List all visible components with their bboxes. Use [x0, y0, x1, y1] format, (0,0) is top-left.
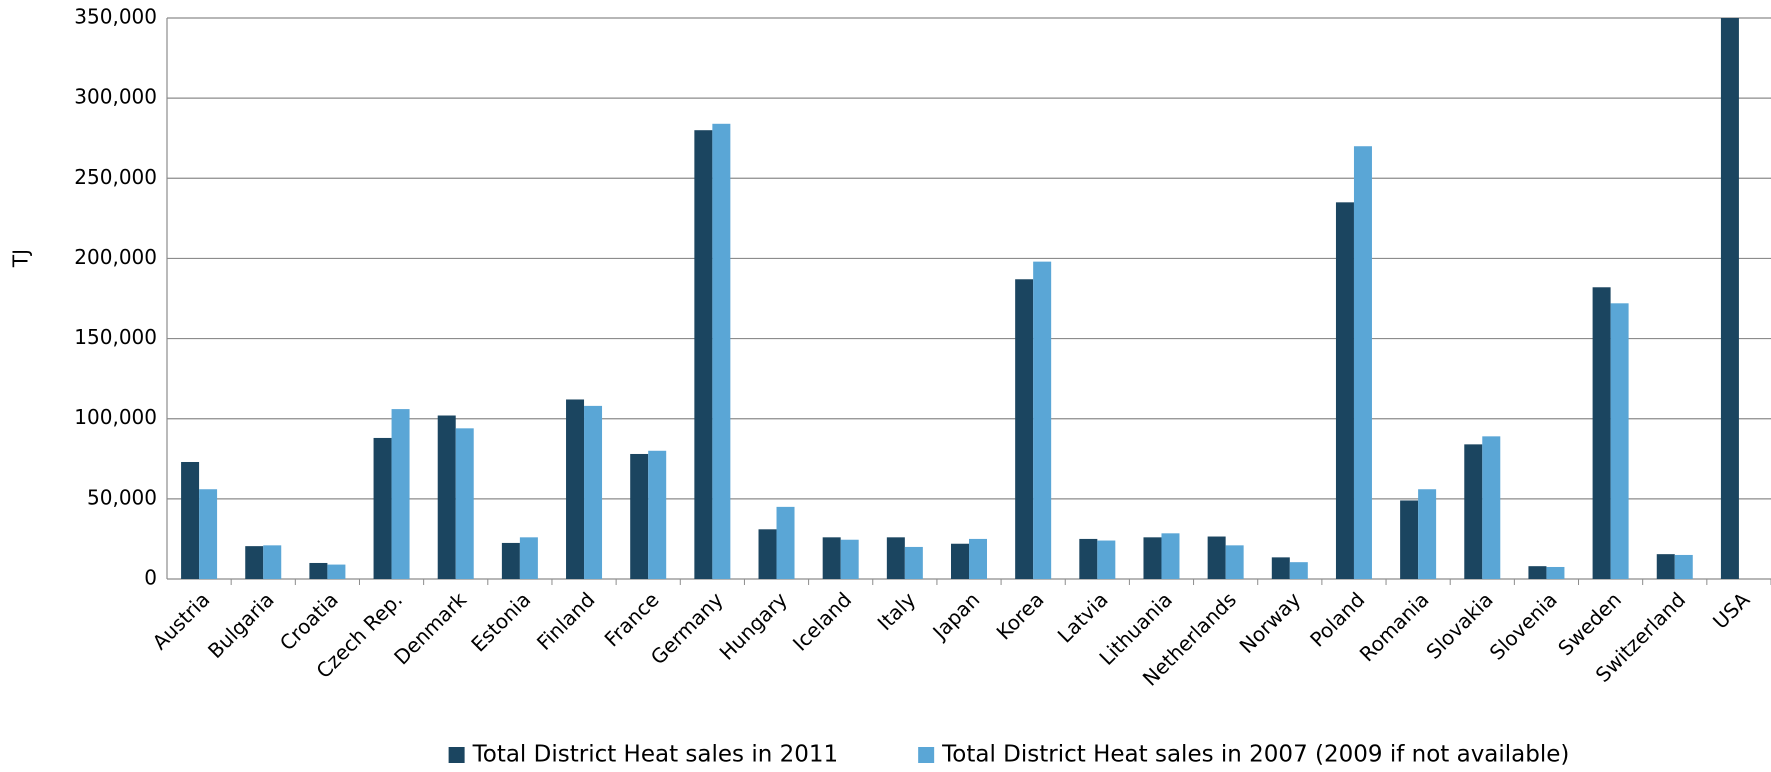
x-tick-label: France: [600, 587, 664, 651]
bar: [758, 529, 777, 579]
y-tick-label: 350,000: [74, 5, 157, 29]
bar: [822, 537, 841, 579]
bar: [519, 537, 538, 579]
bar: [1610, 303, 1629, 579]
x-tick-label: Latvia: [1053, 587, 1113, 647]
bar: [886, 537, 905, 579]
y-tick-label: 50,000: [87, 485, 157, 509]
legend-swatch: [448, 747, 465, 763]
x-tick-label: Estonia: [466, 587, 535, 656]
bar: [245, 546, 264, 579]
bar: [1464, 444, 1483, 579]
bar: [455, 428, 474, 579]
bar: [1400, 500, 1419, 579]
y-axis-label: TJ: [9, 249, 33, 268]
bar: [263, 545, 282, 579]
bar: [566, 399, 585, 579]
bar: [1418, 489, 1437, 579]
bar: [1079, 538, 1098, 579]
bar: [1271, 557, 1290, 579]
bar: [584, 405, 603, 579]
bar: [776, 506, 795, 579]
bar: [712, 123, 731, 579]
x-tick-label: Korea: [992, 587, 1049, 644]
y-tick-label: 0: [144, 566, 157, 590]
bar: [1207, 536, 1226, 579]
legend-label: Total District Heat sales in 2011: [472, 742, 839, 768]
x-tick-label: Poland: [1305, 587, 1369, 651]
bar: [1225, 545, 1244, 579]
y-tick-label: 150,000: [74, 325, 157, 349]
bar: [1335, 202, 1354, 579]
bar: [1720, 18, 1739, 579]
bar: [1143, 537, 1162, 579]
bar: [437, 415, 456, 579]
x-tick-label: Slovenia: [1485, 587, 1562, 664]
bar: [1097, 540, 1116, 579]
bar: [309, 562, 328, 579]
bar: [630, 453, 649, 579]
bar: [1015, 279, 1034, 579]
bar: [904, 546, 923, 579]
bar: [1289, 562, 1308, 579]
bar: [373, 437, 392, 579]
bar: [648, 450, 667, 579]
bar: [1674, 554, 1693, 579]
y-tick-label: 100,000: [74, 405, 157, 429]
bar: [1353, 146, 1372, 579]
legend-label: Total District Heat sales in 2007 (2009 …: [941, 742, 1569, 768]
x-tick-label: Romania: [1355, 587, 1434, 666]
x-tick-label: Norway: [1235, 587, 1306, 658]
x-tick-label: USA: [1708, 587, 1754, 633]
bar: [1656, 554, 1675, 579]
y-tick-label: 300,000: [74, 85, 157, 109]
bar: [1546, 566, 1565, 579]
bar: [694, 130, 713, 579]
x-tick-label: Slovakia: [1421, 587, 1497, 663]
bar: [951, 543, 969, 579]
x-tick-label: Italy: [873, 587, 921, 635]
bar: [1528, 566, 1547, 579]
bar: [1161, 533, 1180, 579]
legend-swatch: [918, 747, 935, 763]
x-tick-label: Bulgaria: [203, 587, 279, 663]
y-tick-label: 250,000: [74, 165, 157, 189]
y-tick-label: 200,000: [74, 245, 157, 269]
bars: [181, 18, 1739, 579]
bar: [199, 489, 218, 579]
bar: [327, 564, 346, 579]
bar: [181, 461, 200, 579]
x-tick-label: Japan: [927, 587, 985, 645]
x-tick-label: Finland: [532, 587, 600, 655]
x-tick-label: Hungary: [715, 587, 792, 664]
bar: [840, 539, 859, 579]
bar: [1482, 436, 1501, 579]
bar: [1592, 287, 1611, 579]
bar: [501, 542, 520, 579]
bar: [969, 538, 987, 579]
x-tick-label: Iceland: [788, 587, 856, 655]
bar: [391, 409, 410, 579]
bar: [1033, 261, 1052, 579]
